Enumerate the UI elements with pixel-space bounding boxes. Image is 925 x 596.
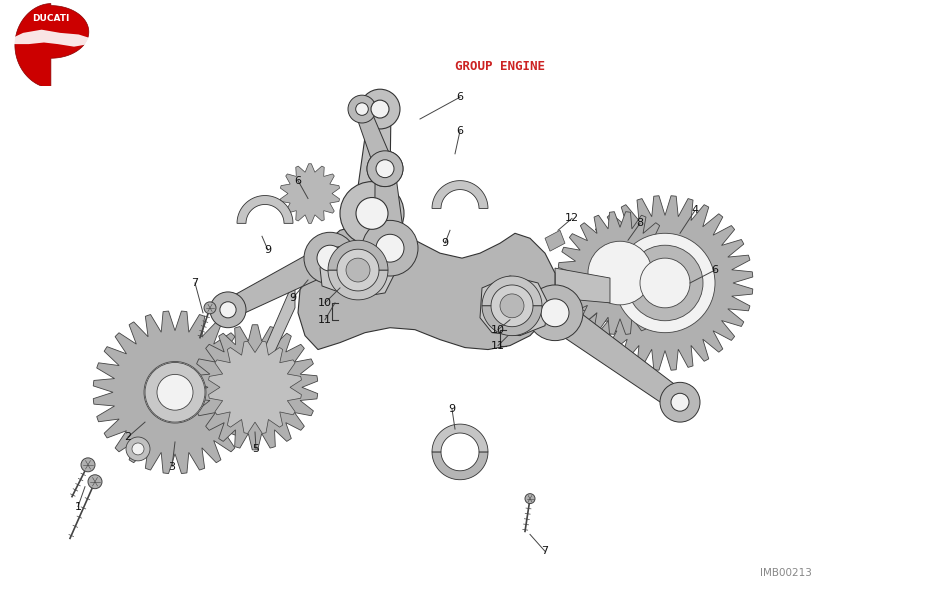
Circle shape [588,241,652,305]
Circle shape [527,285,583,340]
Polygon shape [355,106,394,172]
Circle shape [671,393,689,411]
Circle shape [348,95,376,123]
Circle shape [362,221,418,276]
Polygon shape [231,364,278,411]
Circle shape [317,245,343,271]
Circle shape [376,234,404,262]
Polygon shape [93,311,257,473]
Polygon shape [480,276,548,336]
Text: 2: 2 [125,432,131,442]
Circle shape [367,151,403,187]
Circle shape [204,302,216,313]
Text: 4: 4 [692,206,698,215]
Polygon shape [482,306,542,336]
Text: 9: 9 [290,293,297,303]
Polygon shape [555,268,610,303]
Circle shape [525,493,535,504]
Polygon shape [192,325,317,450]
Circle shape [490,284,534,328]
Text: 9: 9 [441,238,449,248]
Polygon shape [208,341,302,433]
Circle shape [220,302,236,318]
Polygon shape [559,212,682,334]
Text: 6: 6 [711,265,719,275]
Text: 3: 3 [168,462,176,472]
Polygon shape [237,195,293,224]
Circle shape [371,100,389,118]
Circle shape [210,292,246,328]
Text: 8: 8 [636,218,644,228]
Text: 7: 7 [191,278,199,288]
Circle shape [376,161,393,177]
Polygon shape [320,243,395,298]
Text: 6: 6 [457,126,463,136]
Text: GROUP ENGINE: GROUP ENGINE [454,60,545,73]
Circle shape [88,475,102,489]
Polygon shape [432,181,488,209]
Circle shape [640,258,690,308]
Text: 9: 9 [449,404,455,414]
Polygon shape [631,249,699,316]
Circle shape [356,197,388,229]
Polygon shape [144,362,206,423]
Polygon shape [375,168,405,249]
Circle shape [541,299,569,327]
Circle shape [145,362,205,422]
Polygon shape [13,30,89,46]
Circle shape [346,258,370,282]
Text: 6: 6 [294,176,302,185]
Polygon shape [482,276,542,306]
Polygon shape [15,4,89,88]
Polygon shape [545,230,565,251]
Circle shape [356,103,368,116]
Circle shape [126,437,150,461]
Polygon shape [577,195,753,370]
Text: DUCATI: DUCATI [32,14,69,23]
Text: 9: 9 [265,245,272,255]
Circle shape [81,458,95,472]
Text: 1: 1 [75,502,81,511]
Circle shape [500,294,524,318]
Circle shape [376,160,394,178]
Text: 5: 5 [253,444,260,454]
Circle shape [360,89,400,129]
Polygon shape [328,270,388,300]
Circle shape [627,245,703,321]
Text: 10: 10 [491,325,505,335]
Text: 11: 11 [318,315,332,325]
Circle shape [340,182,404,245]
Circle shape [132,443,144,455]
Text: 10: 10 [318,298,332,308]
Circle shape [660,383,700,422]
Text: DRAWING 006 - CONNECTING RODS [MOD:1299;XST:CAL,CDN]: DRAWING 006 - CONNECTING RODS [MOD:1299;… [249,23,750,38]
Polygon shape [597,250,643,296]
Text: 12: 12 [565,213,579,224]
Circle shape [367,151,403,187]
Circle shape [336,248,380,292]
Polygon shape [432,452,488,480]
Polygon shape [546,300,686,411]
Text: 11: 11 [491,340,505,350]
Polygon shape [280,164,339,224]
Polygon shape [432,424,488,452]
Circle shape [615,233,715,333]
Polygon shape [252,278,295,401]
Polygon shape [298,224,555,350]
Polygon shape [224,246,337,319]
Polygon shape [354,108,391,215]
Text: 7: 7 [541,547,549,556]
Text: 6: 6 [457,92,463,102]
Polygon shape [328,240,388,270]
Circle shape [304,232,356,284]
Text: IMB00213: IMB00213 [760,568,812,578]
Circle shape [157,374,193,410]
